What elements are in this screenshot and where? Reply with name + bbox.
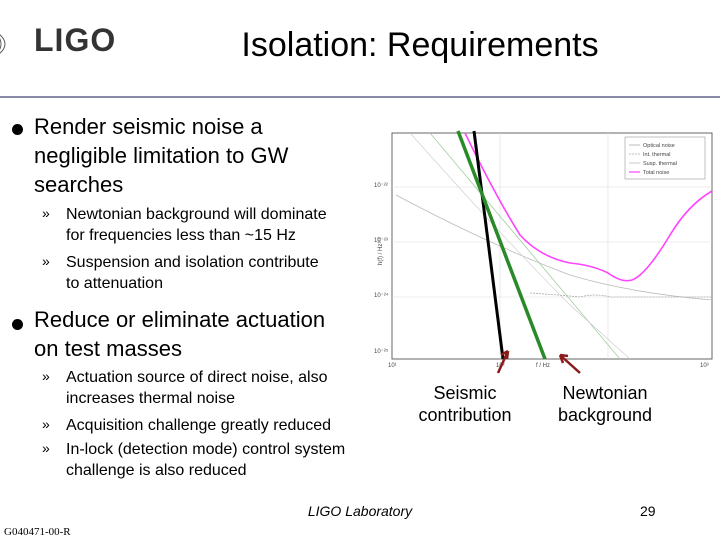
newtonian-wall-line (456, 130, 547, 360)
sub-bullet-line: increases thermal noise (66, 390, 235, 407)
sub-bullet-line: for frequencies less than ~15 Hz (66, 227, 296, 244)
total-noise-curve (464, 132, 713, 282)
bullet-2-line: Reduce or eliminate actuation (34, 307, 326, 332)
sub-bullet-line: Newtonian background will dominate (66, 206, 327, 223)
legend-entry: Int. thermal (643, 152, 671, 158)
x-tick-label: 10³ (700, 363, 709, 369)
bullet-2-text: Reduce or eliminate actuation on test ma… (34, 305, 325, 363)
int-thermal-curve (409, 132, 631, 360)
seismic-arrow (496, 349, 510, 374)
sub-bullet-1-2: Suspension and isolation contribute to a… (66, 252, 396, 294)
newtonian-arrow (558, 353, 581, 374)
sub-bullet-chevron: » (42, 440, 50, 456)
bullet-2-dot (12, 319, 23, 330)
sub-bullet-2-3: In-lock (detection mode) control system … (66, 439, 396, 481)
sub-bullet-line: In-lock (detection mode) control system (66, 441, 346, 458)
sub-bullet-line: Acquisition challenge greatly reduced (66, 417, 332, 434)
sub-bullet-line: challenge is also reduced (66, 462, 247, 479)
sub-bullet-line: to attenuation (66, 275, 163, 292)
page-number: 29 (640, 503, 656, 519)
sub-bullet-2-1: Actuation source of direct noise, also i… (66, 367, 396, 409)
bullet-2-line: on test masses (34, 336, 182, 361)
footer-lab: LIGO Laboratory (307, 503, 413, 519)
y-tick-label: 10⁻²³ (374, 238, 388, 244)
newtonian-background-label: Newtonian background (525, 382, 685, 426)
y-axis-label: h(f) / Hz¹ᐟ² (377, 237, 384, 265)
noise-plot-svg: 10⁻²² 10⁻²³ 10⁻²⁴ 10⁻²⁵ h(f) / Hz¹ᐟ² 10¹… (374, 130, 713, 374)
legend-entry: Optical noise (643, 143, 675, 149)
bullet-1-line: Render seismic noise a (34, 114, 263, 139)
document-id: G040471-00-R (4, 526, 71, 538)
bullet-1-line: searches (34, 172, 124, 197)
y-tick-label: 10⁻²⁴ (374, 292, 389, 299)
title-divider (0, 96, 720, 98)
bullet-1-dot (12, 124, 23, 135)
bullet-1-line: negligible limitation to GW (34, 143, 289, 168)
annot-line: Newtonian (562, 383, 648, 403)
ligo-logo-arcs (0, 34, 6, 54)
sub-bullet-1-1: Newtonian background will dominate for f… (66, 204, 396, 246)
ligo-logo-text: LIGO (34, 22, 117, 58)
slide-title: Isolation: Requirements (241, 26, 599, 64)
noise-budget-figure: 10⁻²² 10⁻²³ 10⁻²⁴ 10⁻²⁵ h(f) / Hz¹ᐟ² 10¹… (370, 125, 720, 375)
sub-bullet-2-2: Acquisition challenge greatly reduced (66, 415, 396, 436)
sub-bullet-chevron: » (42, 205, 50, 221)
legend-entry: Susp. thermal (643, 161, 677, 167)
sub-bullet-line: Suspension and isolation contribute (66, 254, 319, 271)
seismic-contribution-label: Seismic contribution (385, 382, 545, 426)
seismic-wall-line (472, 130, 505, 360)
annot-line: contribution (418, 405, 512, 425)
x-axis-label: f / Hz (536, 363, 550, 369)
sub-bullet-chevron: » (42, 416, 50, 432)
sub-bullet-chevron: » (42, 253, 50, 269)
y-tick-label: 10⁻²² (374, 183, 388, 189)
bullet-1-text: Render seismic noise a negligible limita… (34, 112, 288, 199)
legend-entry: Total noise (643, 170, 669, 176)
sub-bullet-line: Actuation source of direct noise, also (66, 369, 328, 386)
y-tick-label: 10⁻²⁵ (374, 348, 389, 355)
annot-line: background (557, 405, 653, 425)
x-tick-label: 10¹ (388, 363, 397, 369)
annot-line: Seismic (433, 383, 497, 403)
susp-thermal-curve (395, 194, 713, 301)
sub-bullet-chevron: » (42, 368, 50, 384)
